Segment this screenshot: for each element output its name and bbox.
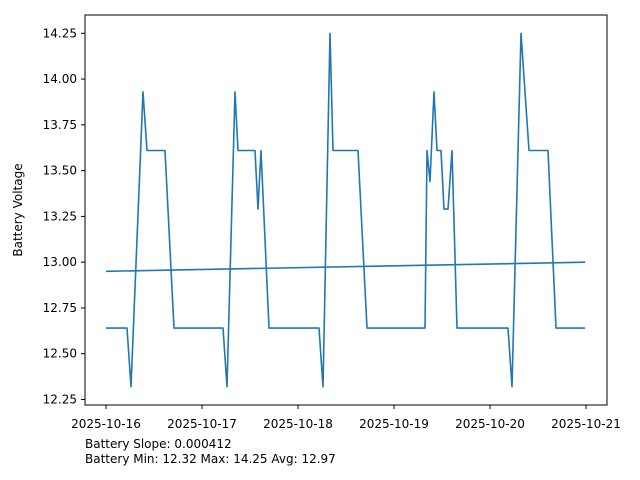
y-tick-label: 12.50	[43, 347, 77, 361]
y-tick-label: 13.50	[43, 164, 77, 178]
y-tick-label: 13.00	[43, 255, 77, 269]
y-tick-label: 12.25	[43, 393, 77, 407]
x-tick-label: 2025-10-16	[71, 417, 141, 431]
y-tick-label: 14.25	[43, 26, 77, 40]
y-tick-label: 13.25	[43, 209, 77, 223]
x-tick-label: 2025-10-17	[167, 417, 237, 431]
x-tick-label: 2025-10-20	[455, 417, 525, 431]
trend-line	[105, 261, 586, 273]
y-axis-label: Battery Voltage	[11, 163, 25, 256]
x-tick-label: 2025-10-19	[359, 417, 429, 431]
y-tick-label: 13.75	[43, 118, 77, 132]
stats-minmax-text: Battery Min: 12.32 Max: 14.25 Avg: 12.97	[85, 452, 336, 466]
y-tick-label: 14.00	[43, 72, 77, 86]
battery-voltage-line	[106, 32, 585, 388]
x-tick-label: 2025-10-18	[263, 417, 333, 431]
x-tick-label: 2025-10-21	[551, 417, 621, 431]
stats-slope-text: Battery Slope: 0.000412	[85, 437, 232, 451]
y-tick-label: 12.75	[43, 301, 77, 315]
plot-frame	[84, 14, 608, 406]
plot-generated-layer: 2025-10-16 2025-10-17 2025-10-18 2025-10-19…	[43, 14, 621, 431]
